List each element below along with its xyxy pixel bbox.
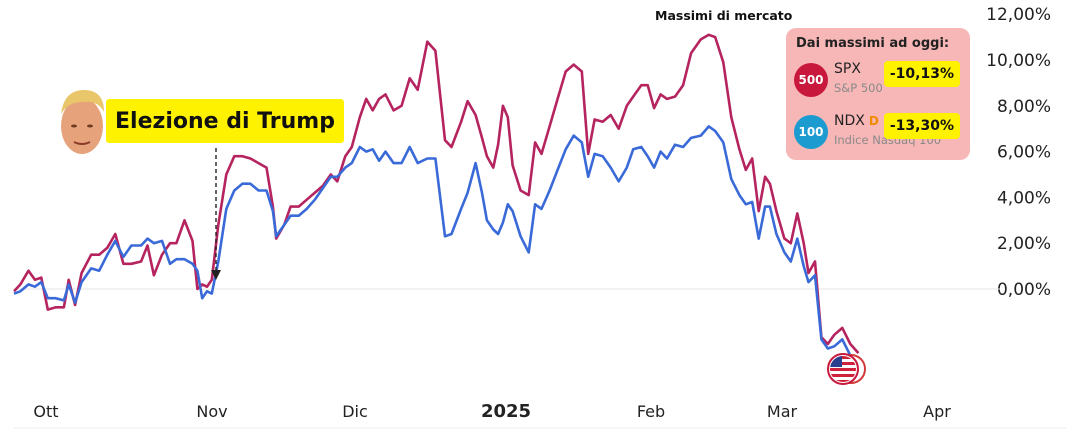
y-tick-label: 8,00% <box>997 97 1051 117</box>
y-tick-label: 2,00% <box>997 234 1051 254</box>
info-title: Dai massimi ad oggi: <box>796 36 950 51</box>
axis-labels: 12,00% 10,00% 8,00% 6,00% 4,00% 2,00% 0,00% Ott… <box>33 5 1051 422</box>
us-flag-icon <box>827 353 866 385</box>
ndx-badge-icon: 100 <box>794 115 828 149</box>
y-tick-label: 6,00% <box>997 143 1051 163</box>
y-tick-label: 10,00% <box>986 51 1051 71</box>
baseline <box>14 288 1066 429</box>
election-label: Elezione di Trump <box>106 99 344 143</box>
ndx-ticker: NDX D <box>834 113 879 129</box>
spx-ticker-text: SPX <box>834 61 861 77</box>
series-lines <box>13 33 860 362</box>
y-tick-label: 0,00% <box>997 280 1051 300</box>
info-row-spx: 500 SPX S&P 500 -10,13% <box>794 57 962 103</box>
x-tick-label: Apr <box>923 402 951 421</box>
x-tick-label: Nov <box>196 402 227 421</box>
market-highs-label: Massimi di mercato <box>655 8 793 23</box>
ndx-change: -13,30% <box>883 113 960 139</box>
x-tick-label: Dic <box>342 402 368 421</box>
spx-ticker: SPX <box>834 61 861 77</box>
x-tick-label: Mar <box>767 402 798 421</box>
spx-change: -10,13% <box>883 61 960 87</box>
info-box: Dai massimi ad oggi: 500 SPX S&P 500 -10… <box>786 28 970 160</box>
y-tick-label: 12,00% <box>986 5 1051 25</box>
x-tick-label: 2025 <box>481 401 531 422</box>
delayed-icon: D <box>868 114 879 128</box>
election-arrow-head <box>211 270 221 280</box>
info-row-ndx: 100 NDX D Indice Nasdaq 100 -13,30% <box>794 109 962 155</box>
spx-badge-icon: 500 <box>794 63 828 97</box>
spx-name: S&P 500 <box>834 81 883 95</box>
ndx-ticker-text: NDX <box>834 113 865 129</box>
series-line-spx <box>13 33 860 354</box>
trump-portrait-icon <box>61 90 104 154</box>
series-line-ndx <box>13 125 860 362</box>
y-tick-label: 4,00% <box>997 188 1051 208</box>
x-tick-label: Ott <box>33 402 58 421</box>
x-tick-label: Feb <box>637 402 665 421</box>
